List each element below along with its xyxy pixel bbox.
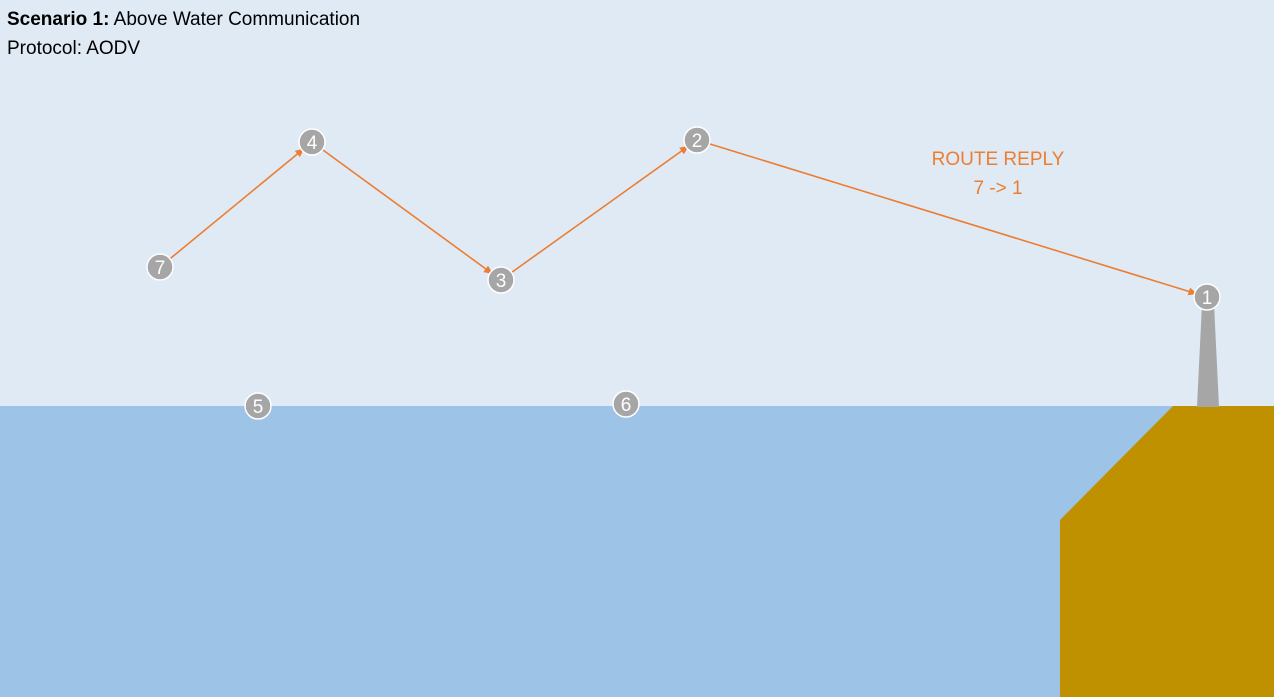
route-arrow-7-to-4 [167,148,305,261]
node-circle [298,128,326,156]
node-3: 3 [487,266,515,294]
node-label: 7 [155,258,166,279]
route-reply-caption: ROUTE REPLY 7 -> 1 [898,145,1098,203]
node-circle [1193,283,1221,311]
node-7: 7 [146,253,174,281]
protocol-line: Protocol: AODV [7,38,141,59]
caption-title: ROUTE REPLY [931,149,1065,170]
network-nodes: 1 2 3 4 5 6 7 [146,126,1221,420]
node-label: 4 [307,133,318,154]
base-station-tower [1197,304,1219,407]
node-circle [487,266,515,294]
node-1: 1 [1193,283,1221,311]
route-arrow-3-to-2 [509,145,689,275]
scenario-header: Scenario 1: Above Water Communication Pr… [7,5,360,63]
node-circle [244,392,272,420]
node-label: 3 [496,271,507,292]
scenario-title: Above Water Communication [113,9,361,30]
node-4: 4 [298,128,326,156]
node-2: 2 [683,126,711,154]
node-label: 2 [692,131,703,152]
caption-route: 7 -> 1 [973,178,1023,199]
scenario-line: Scenario 1: Above Water Communication [7,5,360,34]
node-label: 1 [1202,288,1213,309]
node-circle [146,253,174,281]
route-arrow-2-to-1 [707,142,1198,296]
node-circle [612,390,640,418]
node-5: 5 [244,392,272,420]
node-6: 6 [612,390,640,418]
node-circle [683,126,711,154]
route-reply-path [167,142,1198,296]
node-label: 5 [253,397,264,418]
node-label: 6 [621,395,632,416]
land-area [1060,406,1274,697]
sky-area [0,0,1274,406]
route-arrow-4-to-3 [320,147,493,275]
scenario-label: Scenario 1: [7,9,110,30]
